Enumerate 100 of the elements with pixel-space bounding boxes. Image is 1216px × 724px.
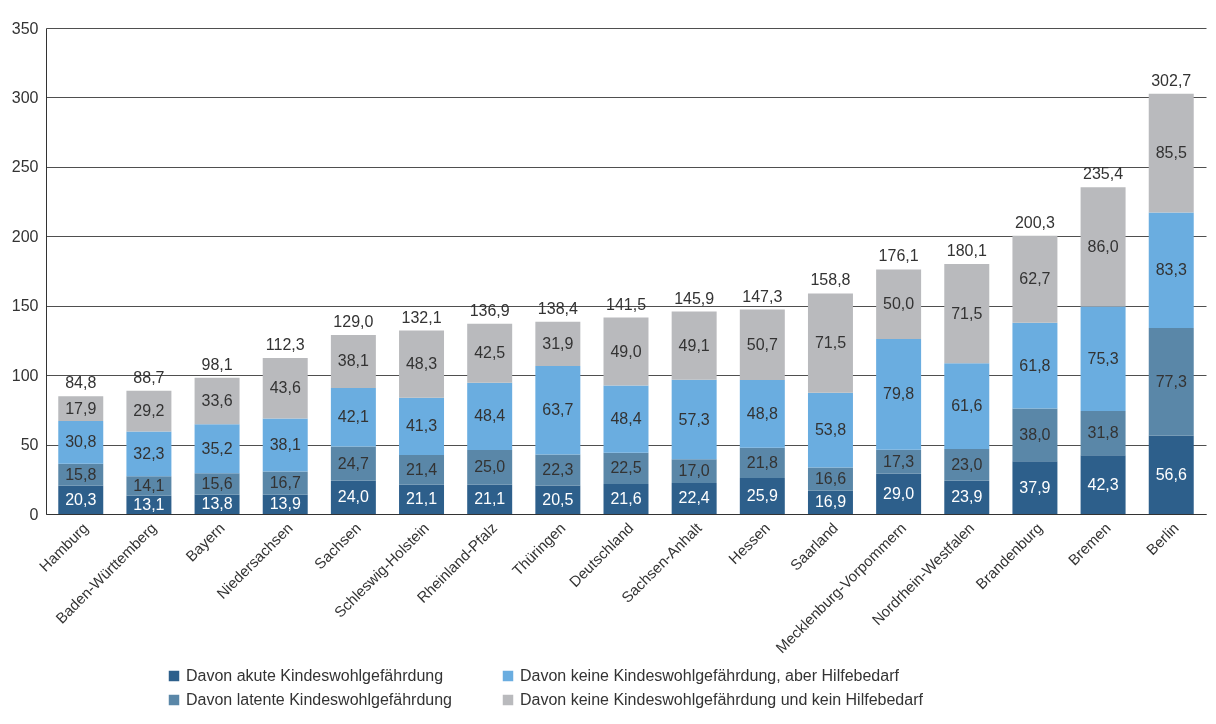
data-label: 21,4	[405, 460, 438, 478]
data-label: 77,3	[1155, 372, 1187, 390]
bar	[1080, 306, 1126, 412]
bar	[807, 293, 853, 393]
bar	[467, 323, 513, 383]
bar	[671, 311, 717, 380]
total-label: 136,9	[469, 301, 510, 319]
bar	[399, 397, 445, 455]
data-label: 15,6	[201, 475, 233, 493]
total-label: 84,8	[65, 374, 97, 392]
y-tick-label: 350	[11, 19, 39, 37]
bar	[535, 366, 581, 455]
data-label: 16,6	[814, 470, 847, 488]
data-label: 62,7	[1019, 270, 1051, 288]
total-label: 302,7	[1151, 71, 1192, 89]
data-label: 50,0	[883, 295, 915, 313]
bar	[1080, 455, 1126, 514]
bar	[603, 317, 649, 386]
data-label: 49,0	[610, 342, 642, 360]
bar	[1148, 435, 1194, 514]
bar	[126, 431, 172, 477]
data-label: 31,9	[542, 334, 574, 352]
y-tick-label: 0	[29, 505, 39, 523]
bar	[535, 321, 581, 367]
bar	[807, 392, 853, 468]
data-label: 23,9	[951, 488, 983, 506]
bar	[1080, 187, 1126, 307]
bar	[603, 385, 649, 453]
data-label: 43,6	[269, 379, 301, 397]
bar	[194, 424, 240, 474]
data-label: 42,3	[1087, 475, 1119, 493]
bar	[1080, 411, 1126, 456]
data-label: 42,5	[474, 344, 506, 362]
total-label: 147,3	[742, 287, 783, 305]
total-label: 129,0	[333, 313, 374, 331]
data-label: 17,3	[883, 452, 915, 470]
total-label: 145,9	[674, 289, 715, 307]
legend-label: Davon keine Kindeswohlgefährdung, aber Hilfebedarf	[520, 667, 900, 684]
data-label: 25,0	[474, 458, 506, 476]
data-label: 83,3	[1155, 261, 1187, 279]
data-label: 41,3	[405, 417, 438, 435]
bar	[876, 269, 922, 339]
data-label: 21,8	[746, 453, 778, 471]
data-label: 16,7	[269, 474, 301, 492]
data-label: 48,4	[610, 410, 642, 428]
total-label: 98,1	[201, 355, 233, 373]
data-label: 21,6	[610, 490, 642, 507]
data-label: 49,1	[678, 336, 710, 354]
data-label: 25,9	[746, 487, 778, 505]
total-label: 200,3	[1014, 213, 1056, 231]
data-label: 20,5	[542, 490, 574, 508]
bar	[399, 330, 445, 398]
legend-label: Davon latente Kindeswohlgefährdung	[186, 691, 452, 708]
bar	[671, 379, 717, 460]
bar	[1012, 235, 1058, 323]
data-label: 42,1	[337, 408, 370, 426]
data-label: 48,8	[746, 404, 778, 422]
data-label: 61,8	[1019, 356, 1051, 374]
data-label: 24,7	[337, 454, 370, 472]
data-label: 48,3	[405, 355, 438, 373]
data-label: 31,8	[1087, 424, 1119, 442]
data-label: 17,9	[65, 399, 97, 417]
bar	[739, 309, 785, 380]
bar	[876, 338, 922, 450]
total-label: 180,1	[946, 242, 987, 260]
bar	[330, 446, 376, 481]
data-label: 37,9	[1019, 478, 1051, 496]
total-label: 132,1	[401, 308, 442, 326]
bar	[1012, 322, 1058, 409]
data-label: 17,0	[678, 462, 710, 480]
data-label: 35,2	[201, 439, 233, 457]
y-tick-label: 250	[11, 158, 39, 176]
data-label: 85,5	[1155, 144, 1187, 162]
y-tick-label: 200	[11, 227, 39, 245]
data-label: 32,3	[133, 444, 165, 462]
bar	[1148, 212, 1194, 329]
data-label: 14,1	[133, 477, 165, 495]
data-label: 23,0	[951, 455, 983, 473]
bar	[1012, 408, 1058, 462]
data-label: 50,7	[746, 335, 778, 353]
data-label: 13,8	[201, 495, 233, 513]
total-label: 158,8	[810, 271, 851, 289]
y-tick-label: 150	[11, 297, 39, 315]
data-label: 33,6	[201, 391, 233, 409]
data-label: 21,1	[405, 490, 438, 508]
data-label: 71,5	[951, 304, 983, 322]
data-label: 86,0	[1087, 237, 1119, 255]
data-label: 57,3	[678, 410, 710, 428]
total-label: 176,1	[878, 247, 919, 265]
data-label: 38,1	[337, 352, 370, 370]
data-label: 56,6	[1155, 465, 1187, 483]
bar	[330, 335, 376, 388]
data-label: 22,5	[610, 459, 642, 477]
bar	[467, 382, 513, 450]
data-label: 22,3	[542, 461, 574, 479]
data-label: 20,3	[65, 490, 97, 508]
data-label: 30,8	[65, 433, 97, 451]
data-label: 29,2	[133, 402, 165, 420]
data-label: 63,7	[542, 401, 574, 419]
bar	[330, 387, 376, 447]
